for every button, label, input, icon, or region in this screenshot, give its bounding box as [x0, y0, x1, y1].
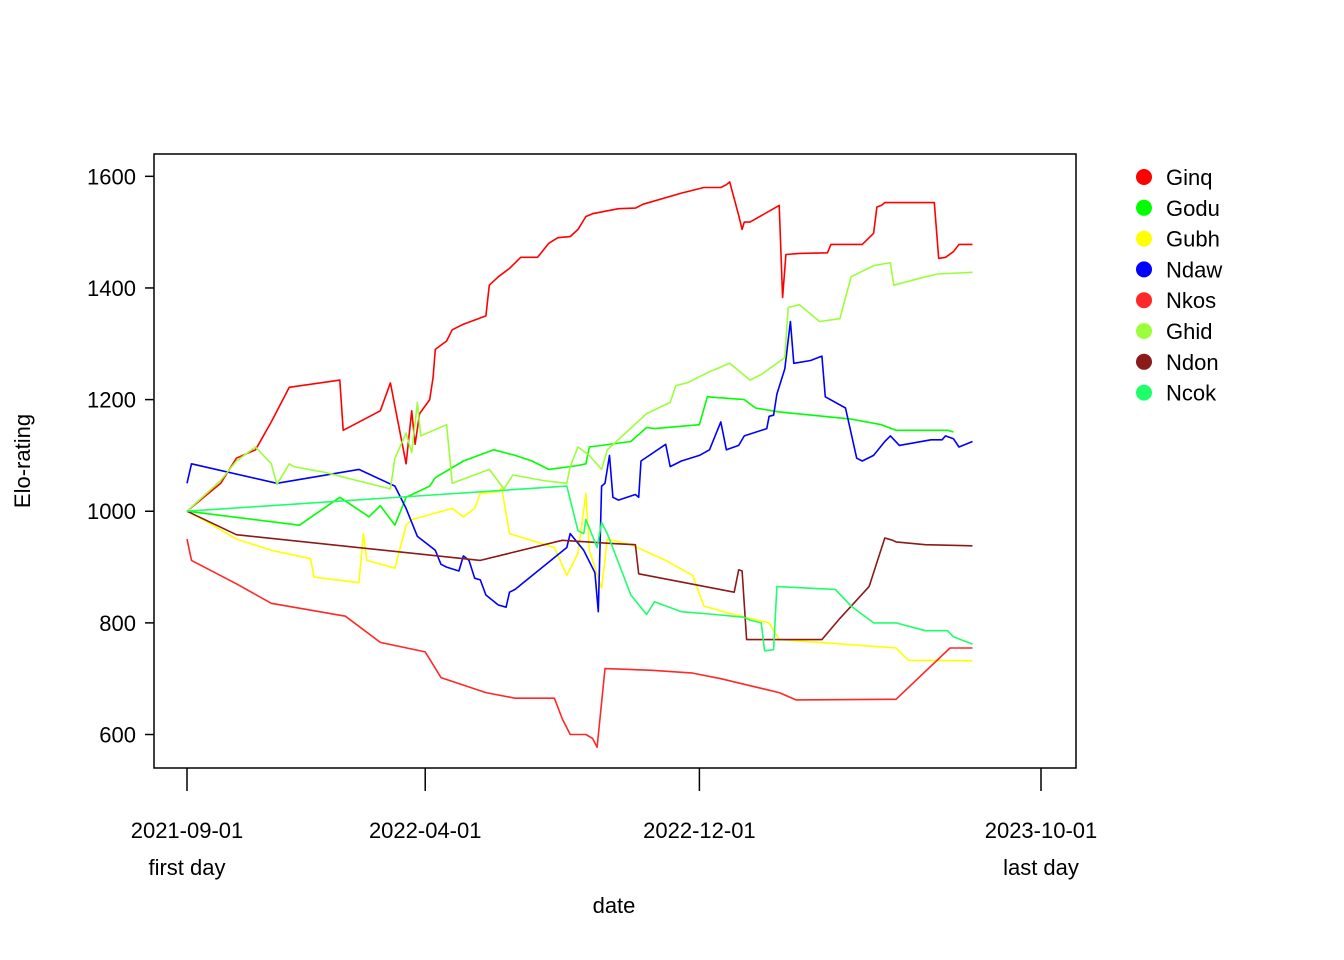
y-tick-label: 1400: [87, 276, 136, 301]
legend-marker-godu: [1136, 199, 1152, 216]
x-tick-label: 2023-10-01: [985, 818, 1098, 843]
legend-marker-nkos: [1136, 292, 1152, 309]
legend-label: Ghid: [1166, 319, 1212, 344]
legend-marker-ndaw: [1136, 261, 1152, 278]
y-tick-label: 800: [99, 611, 136, 636]
x-tick-sublabel: first day: [148, 855, 225, 880]
series-line-ncok: [186, 485, 973, 652]
series-line-godu: [186, 396, 954, 526]
series-layer: [186, 181, 973, 749]
plot-area-border: [153, 153, 1077, 769]
x-axis: 2021-09-01 first day 2022-04-01 2022-12-01 2…: [131, 768, 1098, 880]
series-line-ghid: [186, 262, 973, 512]
legend-marker-ndon: [1136, 353, 1152, 370]
series-line-ginq: [186, 181, 973, 512]
legend-label: Nkos: [1166, 288, 1216, 313]
x-axis-title: date: [593, 893, 636, 918]
legend-marker-ginq: [1136, 169, 1152, 185]
legend-label: Ncok: [1166, 381, 1217, 406]
legend-label: Ginq: [1166, 165, 1212, 190]
x-tick-label: 2021-09-01: [131, 818, 244, 843]
legend-label: Godu: [1166, 196, 1220, 221]
y-tick-label: 1000: [87, 499, 136, 524]
legend-label: Ndon: [1166, 350, 1219, 375]
series-line-ndon: [186, 510, 973, 641]
y-tick-label: 1200: [87, 388, 136, 413]
legend-marker-ghid: [1136, 323, 1152, 339]
legend: Ginq Godu Gubh Ndaw Nkos Ghid Ndon Ncok: [1136, 165, 1222, 406]
x-tick-label: 2022-12-01: [643, 818, 756, 843]
series-line-nkos: [186, 538, 973, 749]
legend-marker-ncok: [1136, 384, 1152, 401]
legend-label: Gubh: [1166, 227, 1220, 252]
x-tick-label: 2022-04-01: [369, 818, 482, 843]
series-line-gubh: [186, 487, 973, 662]
x-tick-sublabel: last day: [1003, 855, 1079, 880]
series-line-ndaw: [186, 320, 973, 613]
legend-label: Ndaw: [1166, 257, 1222, 282]
y-axis: 600 800 1000 1200 1400 1600: [87, 164, 154, 748]
y-tick-label: 1600: [87, 164, 136, 189]
y-tick-label: 600: [99, 723, 136, 748]
y-axis-title: Elo-rating: [10, 414, 35, 508]
legend-marker-gubh: [1136, 230, 1152, 247]
